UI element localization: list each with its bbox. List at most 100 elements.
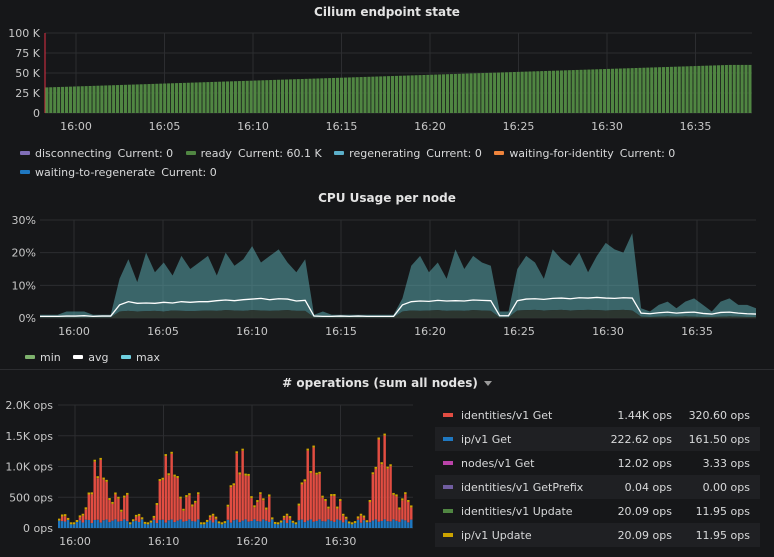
bar-identities-get (265, 509, 268, 521)
bar-identities-get (114, 494, 117, 520)
legend-avg[interactable]: avg (73, 351, 108, 364)
ops-legend-row[interactable]: identities/v1 Update 20.09 ops 11.95 ops (435, 499, 760, 523)
bar-ready (630, 68, 634, 113)
bar-identities-get (232, 485, 235, 521)
bar-ip-update (205, 519, 209, 522)
bar-identities-get (315, 474, 318, 521)
bar-ready (143, 84, 147, 113)
legend-min[interactable]: min (25, 351, 61, 364)
bar-ready (76, 86, 80, 113)
bar-ready (371, 76, 375, 113)
bar-ip-get (303, 522, 306, 528)
bar-ready (394, 75, 398, 113)
bar-ip-update (380, 462, 383, 465)
cpu-chart: 30% 20% 10% 0% 16:00 16:05 16:10 16:15 16:20 16:… (12, 214, 757, 338)
bar-ip-get (223, 523, 227, 528)
series-avg: 3.33 ops (702, 456, 750, 470)
bar-ready (324, 78, 328, 113)
bar-ip-get (253, 519, 256, 528)
bar-ip-get (170, 519, 173, 528)
bar-ip-get (84, 519, 88, 528)
bar-ready (614, 68, 618, 113)
bar-identities-get (309, 472, 312, 520)
bar-identities-get (303, 481, 306, 523)
bar-ip-get (312, 521, 315, 528)
bar-identities-get (191, 506, 194, 522)
legend-label: waiting-to-regenerate (35, 165, 156, 179)
bar-ready (147, 84, 151, 113)
bar-ready (108, 85, 112, 113)
bar-ip-update (102, 477, 105, 480)
bar-identities-get (126, 494, 129, 522)
bar-ip-get (66, 519, 70, 528)
bar-identities-get (161, 479, 164, 520)
bar-ip-get (404, 520, 407, 528)
x-tick-label: 16:10 (236, 325, 268, 338)
bar-ip-get (371, 520, 375, 528)
bar-ready (646, 67, 650, 113)
bar-ip-update (374, 466, 377, 469)
ops-legend-row[interactable]: ip/v1 Get 222.62 ops 161.50 ops (435, 427, 760, 451)
cpu-panel-title[interactable]: CPU Usage per node (318, 191, 456, 205)
bar-ready (339, 77, 344, 113)
ops-legend-row[interactable]: identities/v1 Get 1.44K ops 320.60 ops (435, 403, 760, 427)
chevron-down-icon[interactable] (483, 381, 492, 386)
bar-ready (595, 69, 599, 113)
bar-ip-get (137, 522, 141, 528)
legend-waiting-for-identity[interactable]: waiting-for-identity Current: 0 (494, 147, 675, 160)
bar-ip-update (146, 522, 150, 525)
bar-identities-get (262, 500, 265, 520)
bar-ip-update (173, 474, 176, 477)
bar-ip-update (120, 509, 123, 512)
x-tick-label: 16:35 (680, 120, 712, 133)
series-name: identities/v1 Update (461, 504, 573, 518)
bar-ip-get (102, 520, 105, 528)
bar-identities-get (208, 517, 212, 521)
x-tick-label: 16:05 (149, 120, 181, 133)
bar-ip-update (129, 522, 132, 525)
bar-ready (375, 76, 379, 113)
bar-ip-get (401, 519, 404, 528)
bar-ip-update (176, 475, 179, 478)
bar-identities-get (333, 495, 336, 522)
bar-ready (312, 78, 316, 113)
bar-ip-get (256, 521, 259, 528)
bar-ip-get (69, 524, 73, 528)
bar-ip-get (342, 522, 345, 528)
bar-identities-get (339, 501, 342, 521)
bar-ip-update (404, 492, 407, 495)
ops-legend-row[interactable]: ip/v1 Update 20.09 ops 11.95 ops (435, 523, 760, 547)
legend-swatch (443, 413, 453, 417)
bar-ip-update (179, 496, 182, 499)
ops-legend-row[interactable]: identities/v1 GetPrefix 0.04 ops 0.00 ops (435, 475, 760, 499)
legend-max[interactable]: max (120, 351, 160, 364)
legend-regenerating[interactable]: regenerating Current: 0 (334, 147, 482, 160)
bar-ip-get (315, 520, 318, 528)
bar-ready (650, 67, 654, 113)
bar-ready (178, 83, 182, 113)
bar-ready (728, 64, 732, 113)
legend-waiting-to-regenerate[interactable]: waiting-to-regenerate Current: 0 (20, 166, 217, 179)
bar-ip-update (152, 515, 156, 518)
bar-ready (500, 72, 505, 113)
y-tick-label: 0% (19, 312, 36, 325)
x-tick-label: 16:25 (503, 120, 535, 133)
bar-ip-get (241, 520, 244, 528)
ops-legend-row[interactable]: nodes/v1 Get 12.02 ops 3.33 ops (435, 451, 760, 475)
bar-ip-update (164, 454, 167, 457)
ops-panel-title[interactable]: # operations (sum all nodes) (0, 376, 774, 390)
bar-ip-get (392, 519, 395, 528)
bar-ip-update (347, 521, 351, 524)
y-tick-label: 1.5K ops (5, 430, 53, 443)
legend-disconnecting[interactable]: disconnecting Current: 0 (20, 147, 173, 160)
bar-ip-get (143, 523, 147, 528)
bar-identities-get (90, 494, 93, 524)
min-band (40, 309, 756, 318)
legend-ready[interactable]: ready Current: 60.1 K (185, 147, 322, 160)
x-tick-label: 16:05 (147, 325, 179, 338)
bar-identities-get (312, 447, 315, 522)
endpoint-panel-title[interactable]: Cilium endpoint state (314, 5, 460, 19)
bar-ready (233, 81, 237, 113)
bar-ready (461, 73, 465, 113)
bar-identities-get (235, 453, 238, 520)
